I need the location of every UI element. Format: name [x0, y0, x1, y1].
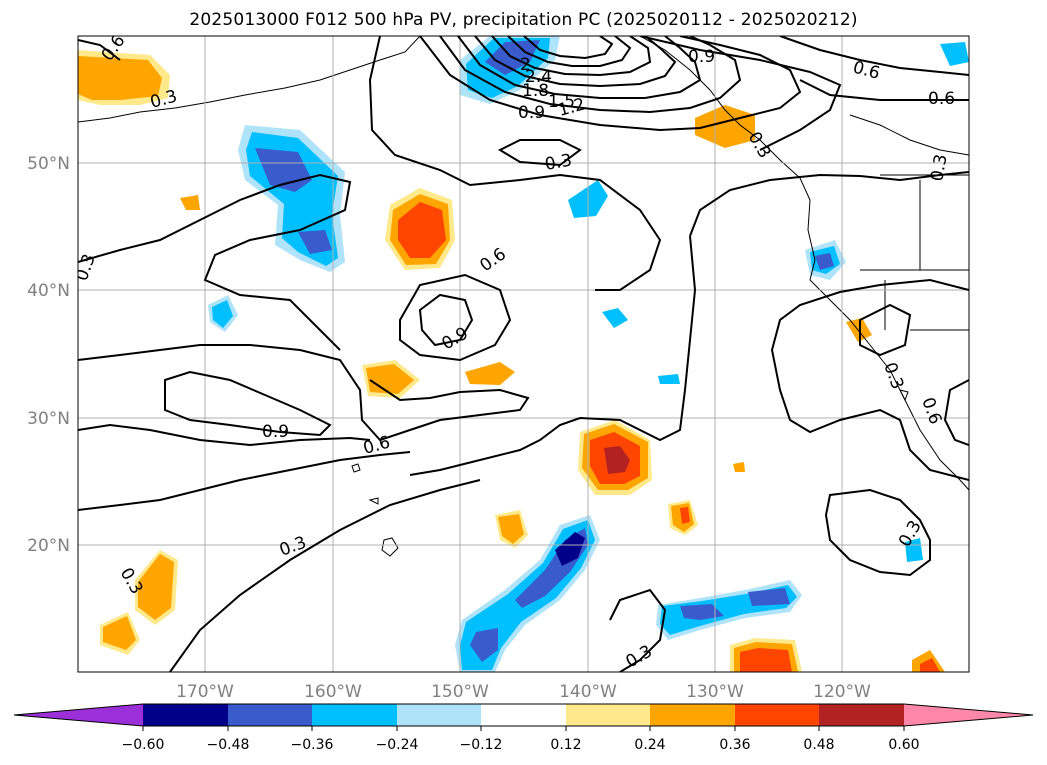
- precip-negative-region: [658, 374, 680, 384]
- colorbar-tick-label: −0.48: [207, 737, 250, 753]
- colorbar-tick-label: 0.48: [803, 737, 834, 753]
- precip-negative-region: [940, 42, 969, 66]
- longitude-labels: 170°W 160°W 150°W 140°W 130°W 120°W: [176, 682, 871, 702]
- coastlines: [78, 36, 969, 491]
- colorbar-segment: [819, 704, 904, 726]
- lon-label-150w: 150°W: [431, 682, 489, 702]
- colorbar-segment: [228, 704, 312, 726]
- precip-positive-region: [920, 658, 940, 672]
- lat-label-20n: 20°N: [27, 536, 70, 556]
- precip-positive-region: [465, 362, 515, 385]
- precip-negative-region: [815, 253, 834, 270]
- precip-negative-region: [298, 230, 332, 254]
- colorbar-over-arrow: [904, 704, 1033, 726]
- colorbar-segment: [481, 704, 566, 726]
- precip-positive-region: [78, 56, 162, 100]
- colorbar-tick-label: −0.36: [291, 737, 334, 753]
- precip-positive-region: [138, 554, 174, 620]
- precip-positive-region: [740, 648, 792, 672]
- colorbar-tick-label: −0.60: [122, 737, 165, 753]
- lat-label-40n: 40°N: [27, 281, 70, 301]
- precip-positive-region: [398, 202, 446, 258]
- colorbar-tick-label: 0.60: [888, 737, 919, 753]
- precip-negative-region: [212, 300, 233, 328]
- precip-positive-region: [604, 446, 630, 474]
- colorbar-segment: [312, 704, 397, 726]
- precip-negative-region: [748, 588, 790, 606]
- contour-label: 1.5: [548, 92, 575, 112]
- contour-label: 0.9: [518, 103, 545, 123]
- lat-label-50n: 50°N: [27, 154, 70, 174]
- colorbar-tick-label: −0.24: [376, 737, 419, 753]
- colorbar-tick-label: −0.12: [460, 737, 503, 753]
- precip-positive-region: [695, 105, 755, 148]
- contour-label: 0.9: [262, 422, 289, 442]
- precip-negative-region: [905, 538, 923, 562]
- map-frame: [77, 35, 970, 673]
- precip-positive-region: [103, 616, 136, 650]
- colorbar-tick-label: 0.36: [719, 737, 750, 753]
- islands: [351, 389, 909, 557]
- colorbar-segment: [650, 704, 735, 726]
- colorbar-segment: [143, 704, 228, 726]
- contour-label: 0.9: [688, 47, 715, 67]
- contour-label: 0.3: [927, 153, 951, 183]
- pv-contours: [78, 36, 969, 672]
- contour-label: 0.6: [928, 89, 955, 109]
- precip-positive-region: [498, 514, 524, 544]
- latitude-labels: 50°N 40°N 30°N 20°N: [27, 154, 70, 556]
- contour-label: 2.4: [525, 67, 552, 87]
- contour-label: 1.8: [522, 81, 549, 101]
- precip-positive-region: [733, 462, 745, 472]
- precip-positive-region: [180, 195, 200, 210]
- lon-label-140w: 140°W: [559, 682, 617, 702]
- colorbar-ticks: [142, 726, 905, 731]
- lon-label-160w: 160°W: [304, 682, 362, 702]
- lon-label-120w: 120°W: [813, 682, 871, 702]
- colorbar-tick-label: 0.24: [634, 737, 665, 753]
- colorbar-under-arrow: [14, 704, 143, 726]
- colorbar-segment: [566, 704, 650, 726]
- contour-label: 0.3: [543, 151, 573, 175]
- precip-negative-region: [602, 308, 628, 328]
- colorbar-segment: [735, 704, 819, 726]
- colorbar: −0.60 −0.48 −0.36 −0.24 −0.12 0.12 0.24 …: [13, 703, 1034, 753]
- contour-label: 2: [520, 55, 531, 75]
- lon-label-170w: 170°W: [176, 682, 234, 702]
- precip-negative-region: [470, 628, 498, 662]
- lon-label-130w: 130°W: [686, 682, 744, 702]
- colorbar-tick-label: 0.12: [550, 737, 581, 753]
- precip-negative-region: [680, 604, 724, 620]
- map-title: 2025013000 F012 500 hPa PV, precipitatio…: [189, 10, 858, 30]
- precipitation-shading: [78, 36, 969, 672]
- precip-positive-region: [680, 507, 690, 524]
- lat-label-30n: 30°N: [27, 409, 70, 429]
- precip-negative-region: [555, 532, 585, 566]
- map-background: [78, 36, 969, 672]
- colorbar-segment: [397, 704, 481, 726]
